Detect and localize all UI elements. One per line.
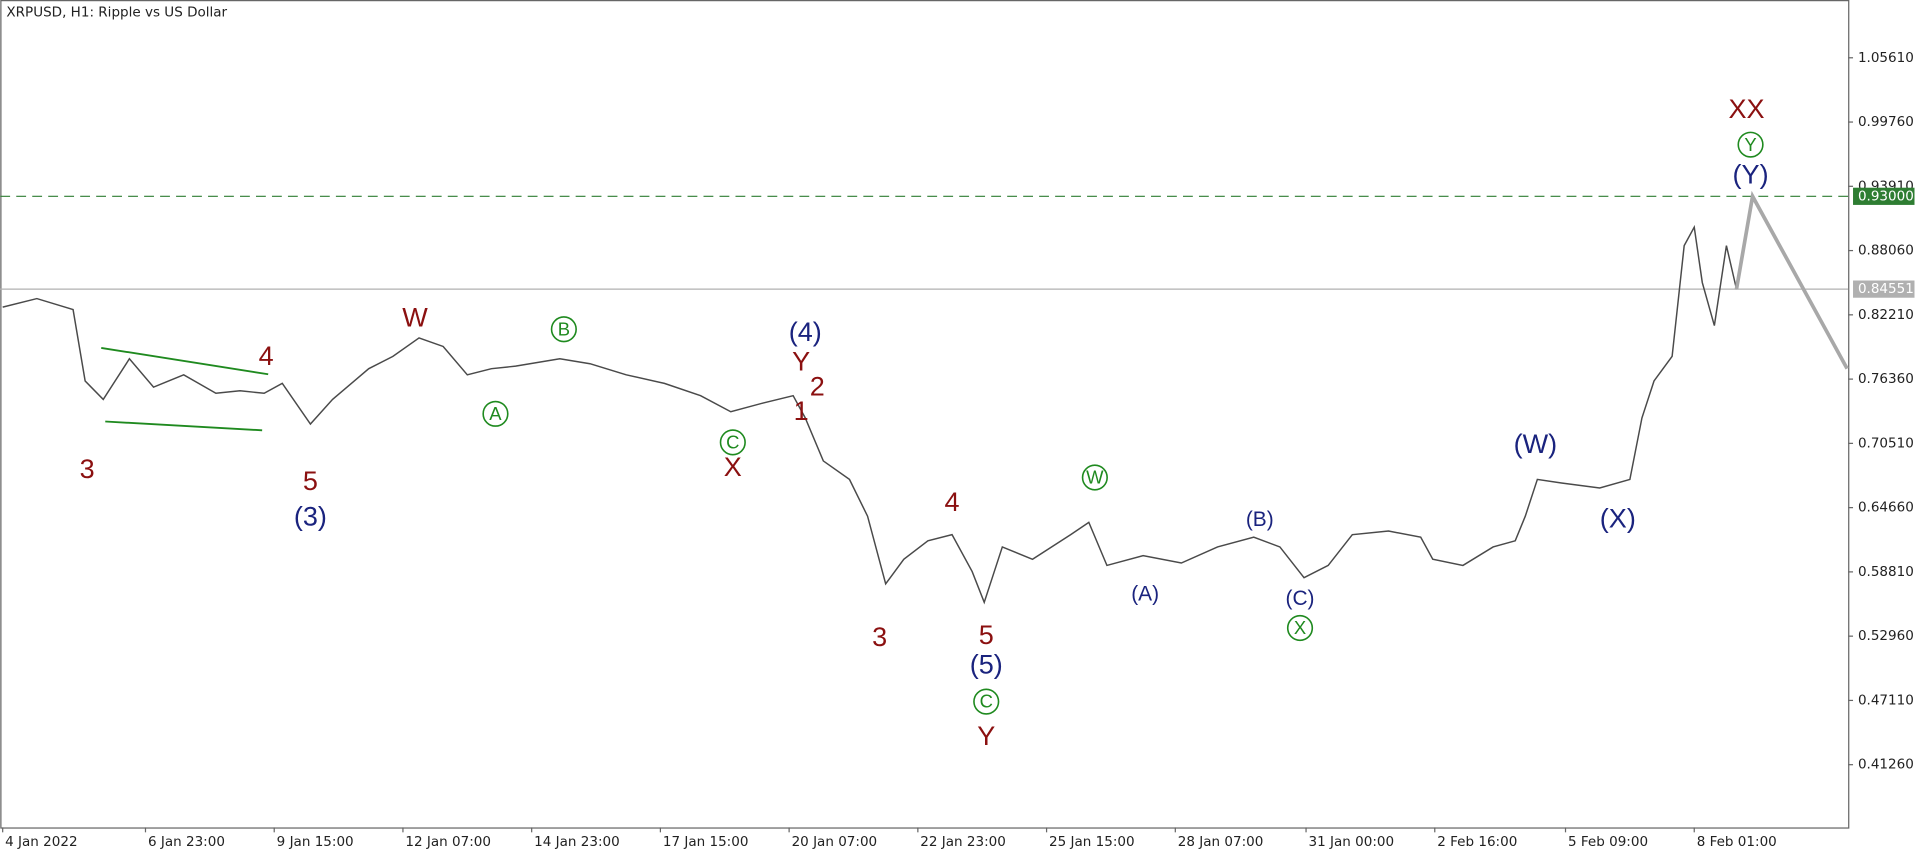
trendline bbox=[105, 420, 263, 432]
y-tick-label: 1.05610 bbox=[1858, 50, 1914, 66]
wave-label: (Y) bbox=[1733, 160, 1769, 190]
wave-circle bbox=[719, 429, 746, 456]
wave-label: C bbox=[726, 431, 739, 452]
wave-label: 5 bbox=[303, 466, 318, 496]
wave-circle bbox=[550, 316, 577, 343]
y-tick-label: 0.76360 bbox=[1858, 371, 1914, 387]
wave-label: 2 bbox=[810, 372, 825, 402]
x-tick-label: 12 Jan 07:00 bbox=[405, 834, 491, 850]
wave-circle bbox=[1081, 464, 1108, 491]
y-tick-label: 0.41260 bbox=[1858, 757, 1914, 773]
wave-label: W bbox=[1086, 467, 1104, 488]
wave-label: A bbox=[489, 403, 502, 424]
x-tick-label: 25 Jan 15:00 bbox=[1049, 834, 1135, 850]
level-label-box bbox=[1853, 187, 1915, 205]
y-tick-label: 0.52960 bbox=[1858, 628, 1914, 644]
y-tick-label: 0.88060 bbox=[1858, 243, 1914, 259]
wave-label: Y bbox=[1744, 134, 1756, 155]
x-tick-label: 2 Feb 16:00 bbox=[1437, 834, 1517, 850]
wave-label: (A) bbox=[1131, 583, 1159, 606]
level-label: 0.93000 bbox=[1858, 188, 1914, 204]
x-tick-label: 20 Jan 07:00 bbox=[792, 834, 878, 850]
wave-label: (X) bbox=[1600, 504, 1636, 534]
projection-line bbox=[1734, 190, 1849, 370]
y-tick-label: 0.58810 bbox=[1858, 564, 1914, 580]
wave-label: 4 bbox=[945, 487, 960, 517]
y-tick-label: 0.47110 bbox=[1858, 692, 1914, 708]
x-tick-label: 5 Feb 09:00 bbox=[1568, 834, 1648, 850]
x-tick-label: 9 Jan 15:00 bbox=[277, 834, 354, 850]
wave-label: (3) bbox=[294, 501, 327, 531]
x-tick-label: 17 Jan 15:00 bbox=[663, 834, 749, 850]
wave-label: X bbox=[724, 452, 742, 482]
wave-label: 5 bbox=[979, 620, 994, 650]
trendline bbox=[101, 346, 269, 376]
y-tick-label: 0.99760 bbox=[1858, 114, 1914, 130]
wave-label: 3 bbox=[80, 454, 95, 484]
level-label: 0.84551 bbox=[1858, 281, 1914, 297]
wave-label: (5) bbox=[970, 650, 1003, 680]
y-tick-label: 0.82210 bbox=[1858, 307, 1914, 323]
wave-label: Y bbox=[977, 721, 995, 751]
x-tick-label: 8 Feb 01:00 bbox=[1697, 834, 1777, 850]
x-tick-label: 28 Jan 07:00 bbox=[1178, 834, 1264, 850]
wave-label: Y bbox=[792, 346, 810, 376]
wave-label: B bbox=[558, 318, 570, 339]
wave-circle bbox=[973, 688, 1000, 715]
x-tick-label: 14 Jan 23:00 bbox=[534, 834, 620, 850]
wave-circle bbox=[482, 400, 509, 427]
price-line bbox=[2, 224, 1738, 605]
x-tick-label: 22 Jan 23:00 bbox=[920, 834, 1006, 850]
level-label-box bbox=[1853, 280, 1915, 298]
chart-title: XRPUSD, H1: Ripple vs US Dollar bbox=[6, 4, 227, 20]
x-tick-label: 6 Jan 23:00 bbox=[148, 834, 225, 850]
wave-label: (C) bbox=[1286, 587, 1315, 610]
wave-label: (4) bbox=[789, 317, 822, 347]
wave-label: C bbox=[980, 691, 993, 712]
x-tick-label: 4 Jan 2022 bbox=[5, 834, 77, 850]
y-tick-label: 0.64660 bbox=[1858, 500, 1914, 516]
y-tick-label: 0.70510 bbox=[1858, 435, 1914, 451]
wave-label: XX bbox=[1729, 94, 1765, 124]
wave-label: X bbox=[1294, 617, 1306, 638]
wave-label: W bbox=[402, 302, 428, 332]
wave-label: (B) bbox=[1246, 508, 1274, 531]
wave-label: 3 bbox=[872, 622, 887, 652]
plot-frame bbox=[0, 0, 1850, 829]
x-tick-label: 31 Jan 00:00 bbox=[1309, 834, 1395, 850]
wave-label: 4 bbox=[259, 341, 274, 371]
wave-circle bbox=[1286, 614, 1314, 642]
wave-label: 1 bbox=[794, 396, 809, 426]
wave-circle bbox=[1737, 131, 1764, 158]
wave-label: (W) bbox=[1514, 429, 1558, 459]
